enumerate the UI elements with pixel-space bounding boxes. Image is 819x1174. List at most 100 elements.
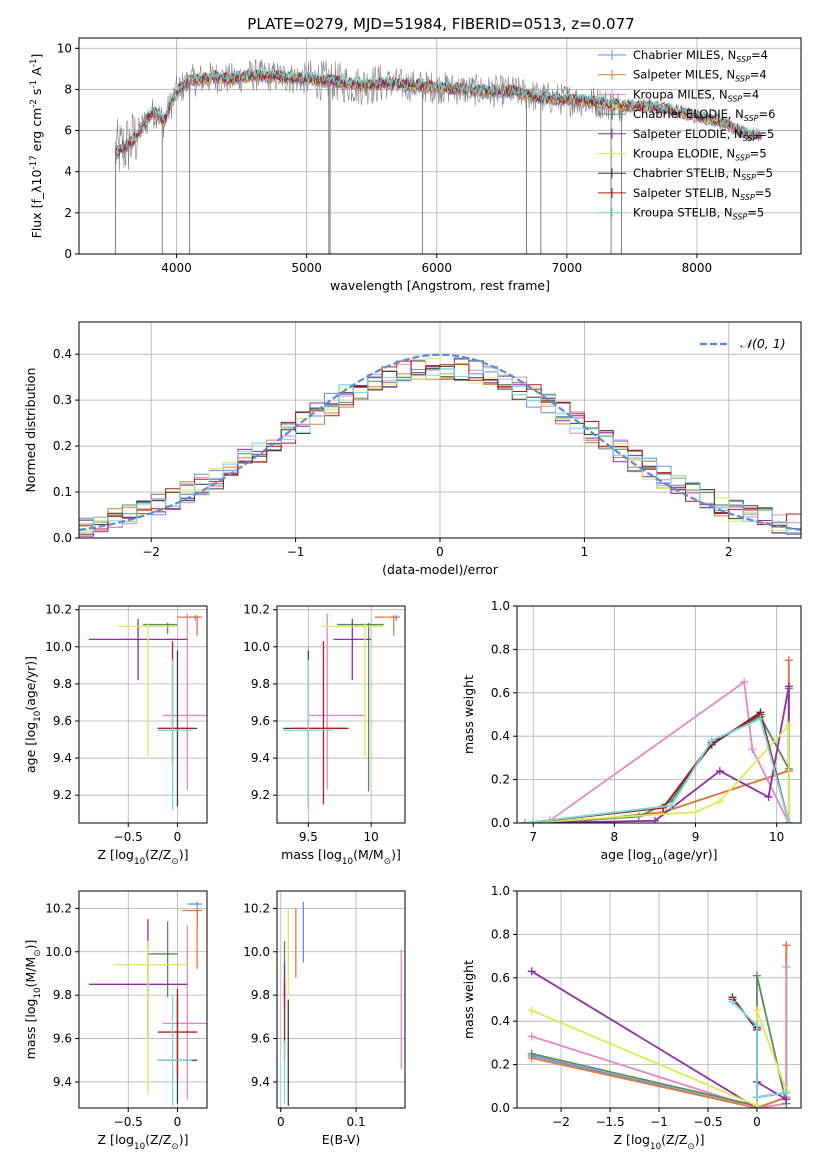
y-tick-label: 8 bbox=[64, 82, 72, 96]
errorbar-point bbox=[320, 622, 384, 757]
y-tick-label: 10.2 bbox=[243, 603, 270, 617]
y-tick-label: 10.0 bbox=[45, 945, 72, 959]
x-tick-label: −2 bbox=[142, 545, 160, 559]
mass-weight-line bbox=[525, 688, 790, 823]
mass-vs-extinction-panel-grid bbox=[277, 891, 405, 1108]
y-tick-label: 9.4 bbox=[53, 751, 72, 765]
age-vs-mass-panel: 9.5 10 9.2 9.4 9.6 9.8 10.0 10.2 mass [log10(M/M… bbox=[243, 603, 406, 867]
y-tick-label: 10 bbox=[57, 41, 72, 55]
y-tick-label: 10.0 bbox=[45, 640, 72, 654]
errorbar-point bbox=[374, 615, 398, 636]
mass-weight-marker bbox=[715, 797, 724, 806]
x-tick-label: 6000 bbox=[421, 261, 452, 275]
legend-entry: Chabrier MILES, NSSP=4 bbox=[633, 48, 768, 64]
x-tick-label: 9.5 bbox=[299, 830, 318, 844]
mass-weight-marker bbox=[740, 677, 749, 686]
mass-weight-marker bbox=[784, 656, 793, 665]
errorbar-point bbox=[389, 615, 400, 621]
x-axis-label: mass [log10(M/M⊙)] bbox=[281, 847, 401, 867]
age-vs-mass-panel-grid bbox=[277, 606, 405, 823]
x-tick-label: −0.5 bbox=[693, 1115, 722, 1129]
histogram-legend-label: 𝒩(0, 1) bbox=[740, 336, 786, 351]
mass-weight-marker bbox=[782, 1088, 791, 1097]
x-tick-label: 0 bbox=[174, 1115, 182, 1129]
mass-weight-marker bbox=[784, 819, 793, 823]
x-tick-label: 4000 bbox=[161, 261, 192, 275]
mass-weight-marker bbox=[527, 1049, 536, 1058]
y-tick-label: 9.6 bbox=[53, 714, 72, 728]
errorbar-point bbox=[157, 995, 193, 1106]
weight-vs-metallicity-panel-plot-area bbox=[527, 941, 791, 1108]
mass-weight-line bbox=[731, 1001, 787, 1099]
histogram-panel: −2 −1 0 1 2 0.0 0.1 0.2 0.3 0.4 (data-model)/error… bbox=[23, 321, 802, 577]
x-tick-label: 5000 bbox=[291, 261, 322, 275]
mass-weight-marker bbox=[527, 1006, 536, 1015]
age-vs-metallicity-panel-plot-area bbox=[88, 613, 207, 811]
axes-frame bbox=[78, 37, 802, 255]
y-tick-label: 9.4 bbox=[251, 751, 270, 765]
mass-weight-marker bbox=[752, 1093, 761, 1102]
mass-weight-marker bbox=[707, 736, 716, 745]
mass-weight-line bbox=[525, 660, 790, 823]
x-tick-label: 0.1 bbox=[347, 1115, 366, 1129]
x-axis-label: E(B-V) bbox=[322, 1132, 361, 1147]
mass-weight-line bbox=[524, 717, 790, 823]
mass-vs-extinction-panel: 0 0.1 9.4 9.6 9.8 10.0 10.2 E(B-V) bbox=[243, 890, 406, 1147]
legend-entry: Kroupa ELODIE, NSSP=5 bbox=[633, 147, 767, 163]
normal-curve bbox=[79, 353, 801, 531]
y-tick-label: 1.0 bbox=[491, 599, 510, 613]
x-axis-label: (data-model)/error bbox=[382, 562, 499, 577]
y-axis-label: Flux [f_λ10-17 erg cm-2 s-1 A-1] bbox=[29, 54, 44, 239]
y-axis-label: mass weight bbox=[461, 675, 476, 754]
y-tick-label: 9.6 bbox=[251, 714, 270, 728]
y-tick-label: 0.6 bbox=[491, 686, 510, 700]
x-axis-label: Z [log10(Z/Z⊙)] bbox=[98, 847, 189, 867]
axes-frame bbox=[78, 890, 208, 1109]
y-tick-label: 0.0 bbox=[491, 1101, 510, 1115]
y-tick-label: 0.2 bbox=[53, 439, 72, 453]
x-tick-label: 0 bbox=[174, 830, 182, 844]
mass-weight-marker bbox=[764, 792, 773, 801]
x-axis-label: age [log10(age/yr)] bbox=[600, 847, 717, 867]
x-tick-label: 0 bbox=[753, 1115, 761, 1129]
spectrum-model-line bbox=[115, 67, 760, 154]
errorbar-point bbox=[118, 622, 178, 757]
errorbar-point bbox=[292, 641, 349, 805]
mass-weight-marker bbox=[728, 997, 737, 1006]
y-tick-label: 0.3 bbox=[53, 393, 72, 407]
y-tick-label: 0.0 bbox=[53, 531, 72, 545]
x-tick-label: 8 bbox=[611, 830, 619, 844]
x-tick-label: 8000 bbox=[682, 261, 713, 275]
histogram-step-series bbox=[79, 360, 801, 535]
weight-vs-age-panel-plot-area bbox=[521, 656, 793, 823]
errorbar-point bbox=[162, 613, 207, 790]
histogram-panel-grid bbox=[79, 322, 801, 539]
x-axis-label: wavelength [Angstrom, rest frame] bbox=[330, 278, 550, 293]
mass-weight-marker bbox=[521, 819, 530, 823]
y-tick-label: 10.2 bbox=[45, 901, 72, 915]
mass-vs-metallicity-panel: −0.5 0 9.4 9.6 9.8 10.0 10.2 Z [log10(Z/Z⊙)] mas… bbox=[23, 890, 208, 1152]
y-tick-label: 9.8 bbox=[53, 988, 72, 1002]
y-axis-label: age [log10(age/yr)] bbox=[23, 656, 43, 773]
figure-title: PLATE=0279, MJD=51984, FIBERID=0513, z=0… bbox=[247, 15, 634, 33]
legend-entry: Chabrier ELODIE, NSSP=6 bbox=[633, 107, 775, 123]
y-tick-label: 9.4 bbox=[53, 1075, 72, 1089]
errorbar-point bbox=[113, 940, 188, 1095]
y-tick-label: 0.2 bbox=[491, 1058, 510, 1072]
axes-frame bbox=[276, 890, 406, 1109]
y-tick-label: 4 bbox=[64, 165, 72, 179]
mass-weight-marker bbox=[527, 1032, 536, 1041]
mass-weight-marker bbox=[715, 766, 724, 775]
errorbar-point bbox=[157, 988, 198, 1076]
y-tick-label: 2 bbox=[64, 206, 72, 220]
y-tick-label: 10.2 bbox=[45, 603, 72, 617]
errorbar-point bbox=[143, 622, 178, 634]
mass-weight-marker bbox=[756, 714, 765, 723]
legend-entry: Kroupa MILES, NSSP=4 bbox=[633, 87, 759, 103]
weight-vs-age-panel: 7 8 9 10 0.0 0.2 0.4 0.6 0.8 1.0 age [log10(age/yr… bbox=[461, 599, 802, 867]
legend-entry: Chabrier STELIB, NSSP=5 bbox=[633, 166, 773, 182]
y-tick-label: 9.4 bbox=[251, 1075, 270, 1089]
errorbar-point bbox=[283, 659, 334, 811]
x-tick-label: −1 bbox=[287, 545, 305, 559]
